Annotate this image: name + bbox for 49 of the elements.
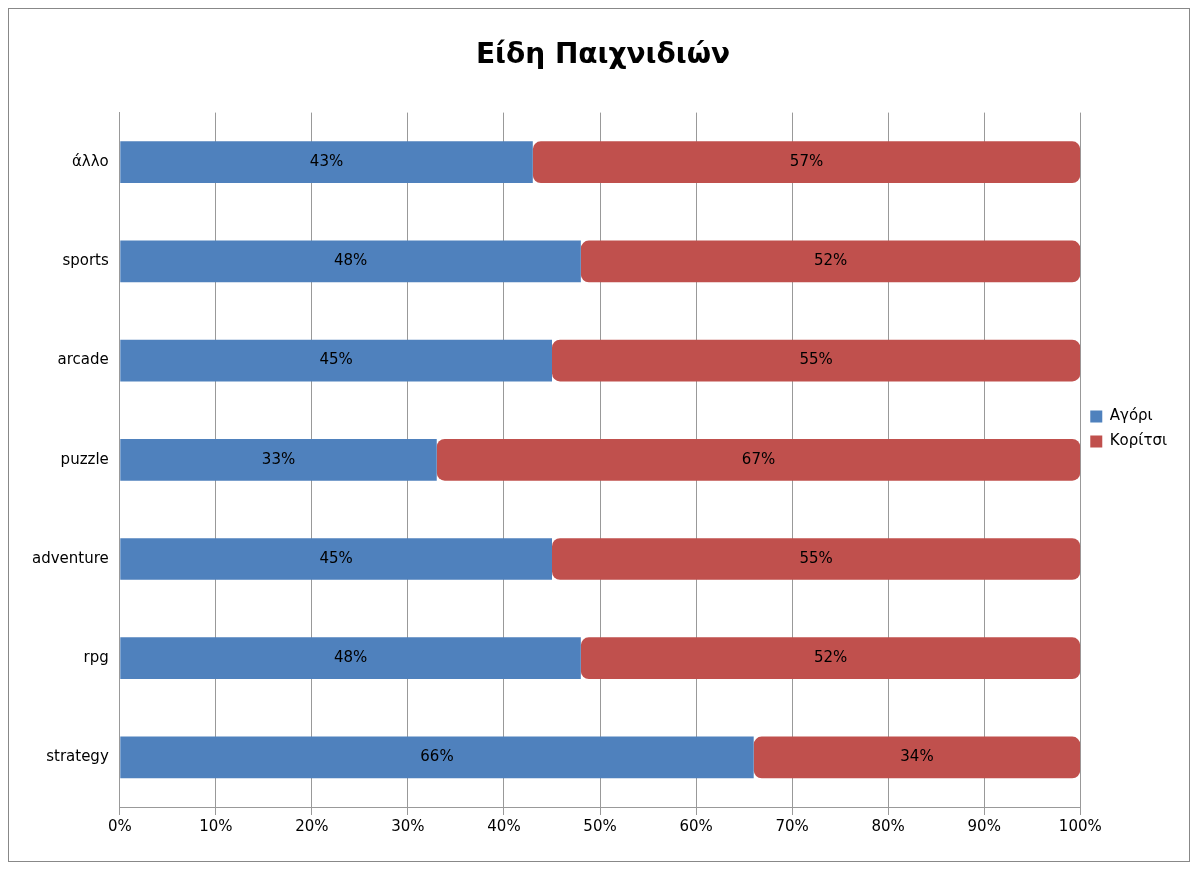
data-label: 48% [333,251,368,270]
data-label: 45% [319,548,353,567]
x-tick-label: 40% [487,816,521,835]
data-label: 55% [799,548,833,567]
x-tick-label: 0% [107,816,132,835]
data-label: 52% [813,251,848,270]
x-tick-label: 50% [583,816,617,835]
legend-label: Κορίτσι [1109,431,1168,450]
y-tick-label: sports [62,251,109,270]
legend-label: Αγόρι [1109,406,1153,425]
data-label: 52% [813,648,848,667]
data-label: 55% [799,350,833,369]
data-label: 34% [900,747,934,766]
x-tick-label: 30% [391,816,425,835]
x-tick-label: 10% [199,816,233,835]
y-tick-label: adventure [32,548,109,567]
y-tick-label: arcade [57,350,109,369]
data-label: 67% [741,449,776,468]
bar [120,637,581,680]
bar [120,736,754,779]
bar [436,438,1081,481]
y-tick-label: άλλο [71,152,109,171]
data-label: 57% [789,152,824,171]
x-tick-label: 100% [1058,816,1102,835]
chart-title: Είδη Παιχνιδιών [475,37,731,71]
x-tick-label: 80% [871,816,905,835]
data-label: 45% [319,350,353,369]
data-label: 33% [261,449,296,468]
bar [532,141,1081,184]
x-tick-label: 20% [295,816,329,835]
bar [580,240,1081,283]
bar [120,538,552,580]
bar [580,637,1081,680]
x-tick-label: 60% [679,816,713,835]
x-tick-label: 70% [775,816,809,835]
bar [552,339,1081,382]
bar [120,240,581,283]
bar [753,736,1081,779]
data-label: 43% [309,152,344,171]
bar [120,141,533,184]
bar [120,339,552,382]
bar [120,438,437,481]
data-label: 66% [420,747,454,766]
y-tick-label: rpg [83,648,109,667]
y-tick-label: strategy [46,747,109,766]
data-label: 48% [333,648,368,667]
x-tick-label: 90% [967,816,1001,835]
bar [552,538,1081,580]
y-tick-label: puzzle [60,449,109,468]
